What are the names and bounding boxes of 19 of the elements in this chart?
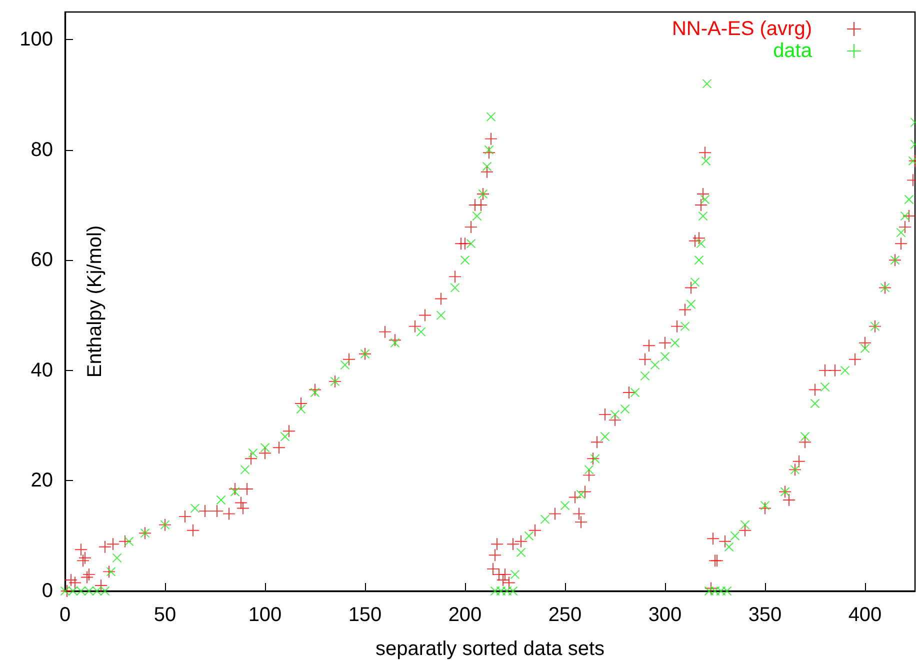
y-tick-label: 0	[42, 580, 53, 602]
y-tick-label: 60	[30, 249, 53, 272]
x-tick-label: 350	[748, 604, 782, 626]
x-tick-label: 300	[648, 604, 682, 626]
x-tick-label: 150	[348, 604, 382, 626]
y-tick-label: 20	[30, 470, 53, 492]
x-tick-label: 200	[448, 604, 482, 626]
y-tick-label: 40	[30, 359, 53, 382]
x-tick-label: 0	[59, 604, 71, 626]
legend-label: NN-A-ES (avrg)	[672, 18, 812, 40]
x-tick-label: 100	[248, 604, 282, 626]
legend-label: data	[773, 40, 813, 62]
y-tick-label: 80	[30, 138, 53, 161]
x-tick-label: 50	[154, 604, 176, 626]
x-tick-label: 400	[848, 604, 882, 626]
x-axis-title: separatly sorted data sets	[375, 638, 605, 660]
y-axis-title: Enthalpy (Kj/mol)	[84, 225, 106, 378]
y-tick-label: 100	[20, 28, 53, 51]
x-tick-label: 250	[548, 604, 582, 626]
